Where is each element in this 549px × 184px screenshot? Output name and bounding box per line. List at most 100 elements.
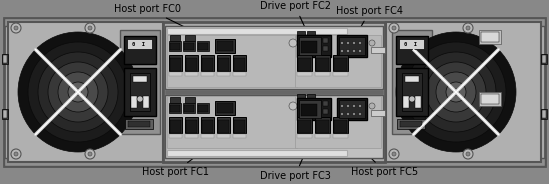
Bar (8, 22, 163, 162)
Circle shape (409, 96, 415, 102)
Circle shape (346, 112, 350, 116)
Bar (323, 109, 328, 114)
Bar (334, 58, 347, 71)
Circle shape (346, 42, 350, 45)
Text: Host port FC1: Host port FC1 (142, 144, 213, 177)
Bar (233, 117, 246, 133)
Bar (185, 117, 198, 133)
Text: Host port FC4: Host port FC4 (337, 6, 404, 35)
Bar (185, 134, 198, 138)
Bar (297, 31, 305, 39)
Bar (316, 120, 329, 133)
Bar (169, 103, 181, 113)
Bar (163, 22, 385, 162)
Bar (2, 109, 8, 119)
Bar (217, 41, 233, 51)
Bar (133, 76, 147, 82)
Circle shape (14, 26, 18, 30)
Circle shape (75, 89, 81, 95)
Bar (396, 36, 428, 64)
Bar (217, 103, 233, 113)
Circle shape (340, 49, 344, 52)
Bar (125, 119, 153, 129)
Bar (127, 39, 152, 49)
Bar (143, 96, 149, 108)
Bar (541, 54, 547, 64)
Bar (165, 95, 383, 158)
Bar (397, 119, 425, 129)
Bar (233, 72, 246, 76)
Bar (307, 94, 315, 102)
Circle shape (68, 82, 88, 102)
Bar (169, 41, 181, 51)
Bar (542, 110, 546, 118)
Text: Host port FC0: Host port FC0 (115, 4, 203, 36)
Bar (4, 18, 545, 26)
Bar (386, 22, 541, 162)
Bar (315, 55, 330, 71)
Bar (323, 46, 328, 51)
Bar (479, 30, 501, 44)
Bar (218, 58, 229, 71)
Circle shape (436, 72, 476, 112)
Circle shape (463, 23, 473, 33)
Bar (183, 103, 195, 113)
Bar (299, 100, 321, 118)
Bar (4, 18, 545, 166)
Bar (297, 72, 312, 76)
Bar (183, 41, 195, 51)
Bar (169, 55, 182, 71)
Circle shape (88, 152, 92, 156)
Bar (165, 26, 383, 89)
Bar (128, 121, 150, 127)
Bar (481, 32, 499, 42)
Bar (234, 120, 245, 133)
Bar (217, 72, 230, 76)
Circle shape (392, 26, 396, 30)
Bar (333, 72, 348, 76)
Circle shape (406, 42, 506, 142)
Circle shape (340, 42, 344, 45)
Bar (170, 105, 180, 112)
Bar (392, 30, 432, 134)
Bar (170, 43, 180, 50)
Bar (371, 47, 385, 53)
Circle shape (352, 42, 356, 45)
Bar (169, 117, 182, 133)
Bar (333, 134, 348, 138)
Bar (295, 35, 381, 87)
Bar (315, 134, 330, 138)
Bar (403, 96, 409, 108)
Bar (295, 96, 381, 148)
Bar (202, 120, 213, 133)
Bar (201, 72, 214, 76)
Circle shape (14, 152, 18, 156)
Bar (481, 94, 499, 104)
Bar (201, 117, 214, 133)
Bar (218, 120, 229, 133)
Bar (167, 150, 347, 156)
Bar (301, 104, 317, 116)
Circle shape (289, 102, 297, 110)
Circle shape (346, 105, 350, 107)
Bar (234, 58, 245, 71)
Bar (316, 58, 329, 71)
Bar (3, 110, 7, 118)
Bar (405, 76, 419, 82)
Bar (298, 58, 311, 71)
Bar (297, 134, 312, 138)
Circle shape (346, 49, 350, 52)
Circle shape (28, 42, 128, 142)
Circle shape (358, 105, 361, 107)
Bar (339, 37, 365, 55)
Bar (186, 58, 197, 71)
Circle shape (58, 72, 98, 112)
Circle shape (389, 23, 399, 33)
Circle shape (340, 105, 344, 107)
Bar (215, 39, 235, 53)
Circle shape (453, 89, 459, 95)
Bar (334, 120, 347, 133)
Bar (167, 96, 297, 148)
Bar (167, 35, 297, 87)
Bar (169, 134, 182, 138)
